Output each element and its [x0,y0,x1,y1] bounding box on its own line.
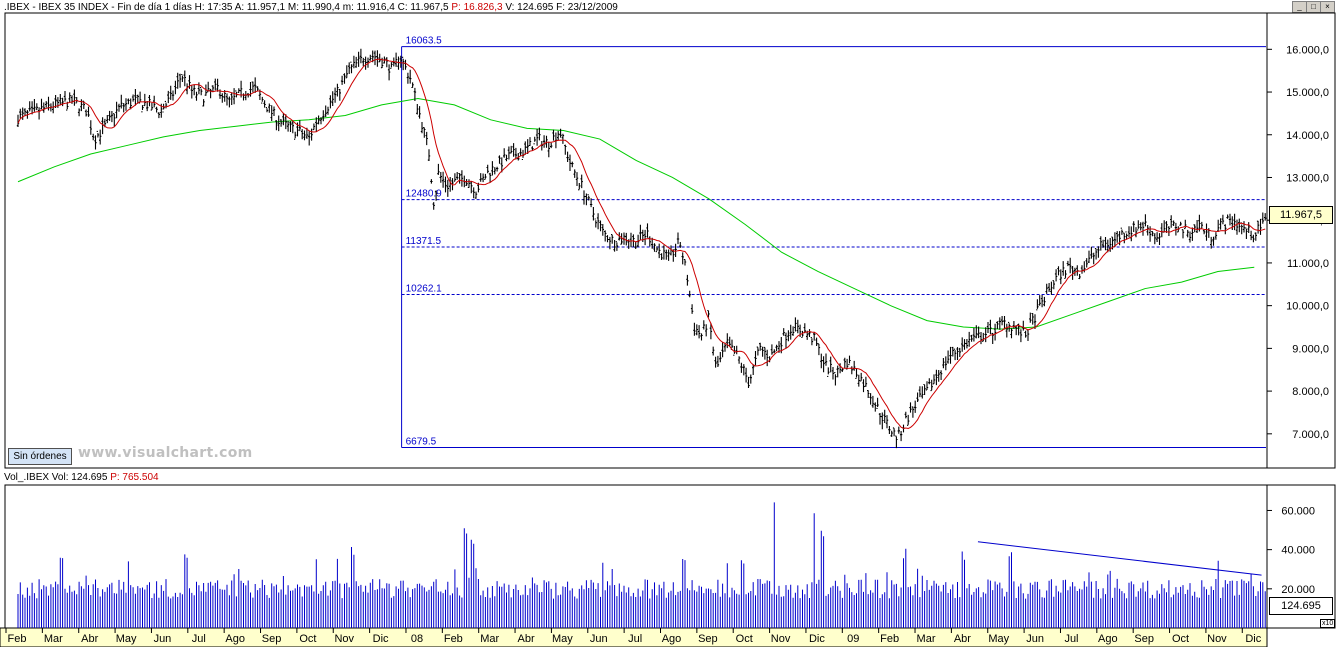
fibonacci-label: 10262.1 [406,283,443,294]
price-axis [1266,12,1336,469]
fibonacci-label: 6679.5 [406,437,437,448]
price-tick-label: 7.000,0 [1292,429,1329,441]
time-tick-label: 09 [847,633,859,645]
last-volume-tag: 124.695 [1269,597,1333,615]
price-bars [16,48,1267,449]
time-tick-label: Nov [771,633,791,645]
orders-button[interactable]: Sin órdenes [8,448,72,465]
last-price-tag: 11.967,5 [1269,206,1333,224]
header-p: P: 16.826,3 [451,2,503,13]
time-tick-label: Jul [192,633,206,645]
time-tick-label: 08 [411,633,423,645]
header-vol: V: 124.695 [505,2,554,13]
time-tick-label: Dic [809,633,825,645]
volume-bars [17,502,1266,628]
time-tick-label: Nov [334,633,354,645]
volume-tick-label: 60.000 [1281,505,1315,517]
fibonacci-label: 11371.5 [406,236,442,247]
fibonacci-label: 12480.9 [406,189,443,200]
time-tick-label: Jun [1026,633,1044,645]
header-open: A: 11.957,1 [234,2,286,13]
header-close: C: 11.967,5 [397,2,449,13]
time-tick-label: Ago [662,633,682,645]
time-tick-label: Jul [1064,633,1078,645]
chart-header: .IBEX - IBEX 35 INDEX - Fin de día 1 día… [4,1,618,14]
header-hi: H: 17:35 [194,2,233,13]
price-tick-label: 15.000,0 [1286,87,1329,99]
time-tick-label: Oct [736,633,753,645]
price-tick-label: 9.000,0 [1292,343,1329,355]
time-tick-label: Sep [698,633,718,645]
price-tick-label: 16.000,0 [1286,44,1329,56]
time-tick-label: Mar [917,633,936,645]
time-tick-label: Ago [225,633,245,645]
moving-average-short [17,58,1266,430]
brand-watermark: www.visualchart.com [78,445,253,461]
volume-trendline [977,541,1262,576]
volume-header-p: P: 765.504 [110,472,159,483]
volume-header: Vol_.IBEX Vol: 124.695 P: 765.504 [4,471,159,484]
volume-tick-label: 40.000 [1281,545,1315,557]
time-tick-label: Feb [880,633,899,645]
time-tick-label: Mar [44,633,63,645]
time-tick-label: Ago [1098,633,1118,645]
time-tick-label: May [552,633,573,645]
fibonacci-label: 16063.5 [406,36,443,47]
time-tick-label: Abr [517,633,534,645]
time-tick-label: May [988,633,1009,645]
time-tick-label: May [116,633,137,645]
time-tick-label: Jul [628,633,642,645]
time-tick-label: Jun [154,633,172,645]
time-tick-label: Abr [81,633,98,645]
header-date: F: 23/12/2009 [556,2,618,13]
time-tick-label: Feb [8,633,27,645]
time-tick-label: Abr [954,633,971,645]
time-tick-label: Feb [444,633,463,645]
time-tick-label: Jun [590,633,608,645]
time-tick-label: Oct [1172,633,1189,645]
price-tick-label: 14.000,0 [1286,130,1329,142]
header-min: m: 11.916,4 [342,2,395,13]
price-panel [4,12,1268,469]
time-tick-label: Sep [1134,633,1154,645]
symbol-label: .IBEX - IBEX 35 INDEX - Fin de día 1 día… [4,2,192,13]
volume-header-label: Vol_.IBEX Vol: 124.695 [4,472,108,483]
time-tick-label: Oct [299,633,316,645]
header-max: M: 11.990,4 [287,2,340,13]
time-tick-label: Nov [1207,633,1227,645]
price-tick-label: 8.000,0 [1292,386,1329,398]
time-tick-label: Mar [480,633,499,645]
volume-tick-label: 20.000 [1281,584,1315,596]
volume-multiplier: x10 [1320,619,1336,628]
time-tick-label: Sep [262,633,282,645]
price-tick-label: 11.000,0 [1287,258,1329,270]
moving-average-long [17,97,1255,330]
time-tick-label: Dic [1245,633,1261,645]
time-tick-label: Dic [373,633,389,645]
price-tick-label: 13.000,0 [1286,172,1329,184]
price-tick-label: 10.000,0 [1286,301,1329,313]
